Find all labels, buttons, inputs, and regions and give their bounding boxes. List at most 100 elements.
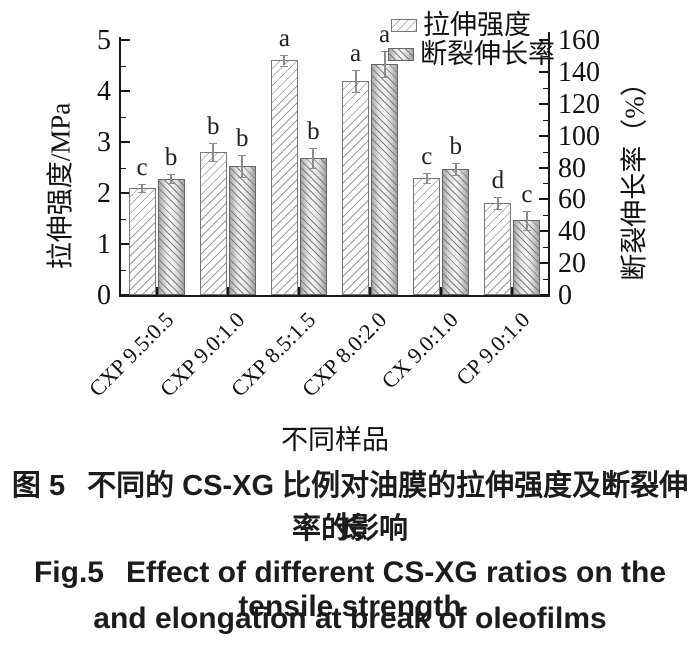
bar-tensile-strength [128, 187, 156, 295]
left-y-tick-label: 3 [97, 127, 111, 158]
bar-tensile-strength [413, 177, 441, 295]
x-major-tick [369, 287, 372, 295]
left-y-minor-tick [121, 218, 126, 220]
left-y-major-tick [121, 243, 130, 245]
error-bar-cap-bottom [167, 183, 176, 185]
right-y-axis-title: 断裂伸长率（%） [619, 69, 650, 281]
right-y-major-tick [539, 134, 548, 137]
error-bar-cap-top [167, 173, 176, 175]
right-y-minor-tick [543, 279, 548, 281]
right-axis-spine [548, 32, 550, 297]
error-bar-cap-bottom [309, 167, 318, 169]
bar-tensile-strength [342, 80, 370, 295]
bar-elongation [442, 169, 470, 295]
error-bar [525, 210, 528, 230]
right-y-minor-tick [543, 87, 548, 89]
left-y-minor-tick [121, 167, 126, 169]
significance-letter: a [379, 21, 391, 49]
significance-letter: b [449, 132, 463, 160]
error-bar [425, 172, 428, 183]
caption-en-line2: and elongation at break of oleofilms [93, 602, 607, 635]
right-y-tick-label: 0 [558, 280, 572, 311]
bar-elongation [299, 157, 327, 295]
bottom-axis-spine [119, 295, 550, 297]
left-y-tick-label: 4 [97, 76, 111, 107]
right-y-minor-tick [543, 247, 548, 249]
legend-item-elongation: 断裂伸长率 [388, 40, 555, 68]
bar-elongation [157, 178, 185, 295]
right-y-minor-tick [543, 119, 548, 121]
error-bar-cap-top [451, 162, 460, 164]
error-bar-cap-bottom [209, 161, 218, 163]
significance-letter: b [207, 113, 220, 141]
error-bar [283, 55, 286, 66]
bar-tensile-strength [199, 152, 227, 295]
x-major-tick [297, 287, 300, 295]
right-y-major-tick [539, 198, 548, 201]
x-tick-label: CX 9.0:1.0 [376, 307, 463, 394]
significance-letter: c [421, 142, 433, 170]
error-bar-cap-top [522, 210, 531, 212]
significance-letter: a [278, 25, 290, 53]
tensile-hatch-swatch-icon [391, 18, 417, 32]
error-bar-cap-top [380, 51, 389, 53]
error-bar-cap-bottom [451, 175, 460, 177]
error-bar-cap-bottom [280, 65, 289, 67]
left-y-major-tick [121, 39, 130, 41]
error-bar-cap-bottom [493, 209, 502, 211]
significance-letter: c [521, 180, 533, 208]
caption-cn-line2: 率的影响 [291, 513, 408, 545]
error-bar-cap-bottom [380, 76, 389, 78]
right-y-major-tick [539, 230, 548, 233]
caption-cn-fig-label: 图 5 [11, 470, 66, 502]
x-major-tick [155, 287, 158, 295]
error-bar [212, 143, 215, 162]
error-bar [383, 51, 386, 77]
right-y-major-tick [539, 102, 548, 105]
right-y-tick-label: 160 [558, 25, 600, 56]
left-y-axis-title: 拉伸强度/MPa [45, 102, 76, 270]
right-y-minor-tick [543, 215, 548, 217]
error-bar-cap-top [238, 154, 247, 156]
right-y-major-tick [539, 262, 548, 265]
left-y-major-tick [121, 141, 130, 143]
right-y-minor-tick [543, 55, 548, 57]
right-y-tick-label: 60 [558, 184, 586, 216]
error-bar-cap-top [493, 197, 502, 199]
significance-letter: a [350, 39, 362, 67]
left-y-major-tick [121, 294, 130, 296]
x-axis-title: 不同样品 [281, 425, 389, 455]
right-y-tick-label: 120 [558, 88, 600, 120]
error-bar-cap-top [138, 183, 147, 185]
caption-en-line1: Fig.5 Effect of different CS-XG ratios on… [33, 556, 667, 623]
bar-tensile-strength [270, 60, 298, 295]
left-y-minor-tick [121, 116, 126, 118]
right-y-tick-label: 100 [558, 120, 600, 152]
error-bar-cap-bottom [422, 182, 431, 184]
significance-letter: b [164, 143, 178, 171]
left-y-tick-label: 1 [97, 229, 111, 260]
right-y-tick-label: 20 [558, 248, 586, 280]
error-bar [312, 148, 315, 168]
left-axis-spine [119, 37, 121, 297]
bar-chart: 0 1 2 3 4 5 0 20 40 60 80 100 120 140 160 c b CXP 9.5:0.5… [84, 21, 600, 401]
right-y-major-tick [539, 294, 548, 296]
error-bar [454, 162, 457, 176]
right-y-major-tick [539, 70, 548, 73]
error-bar-cap-bottom [238, 177, 247, 179]
error-bar [141, 183, 144, 192]
error-bar [170, 173, 173, 184]
x-major-tick [440, 287, 443, 295]
elongation-hatch-swatch-icon [388, 47, 414, 61]
right-y-minor-tick [543, 151, 548, 153]
right-y-major-tick [539, 39, 548, 41]
error-bar [241, 154, 244, 178]
left-y-minor-tick [121, 65, 126, 67]
significance-letter: b [307, 118, 320, 146]
x-tick-label: CP 9.0:1.0 [450, 307, 535, 391]
error-bar-cap-bottom [138, 191, 147, 193]
error-bar-cap-top [280, 55, 289, 57]
left-y-tick-label: 5 [97, 25, 111, 56]
x-major-tick [226, 287, 229, 295]
